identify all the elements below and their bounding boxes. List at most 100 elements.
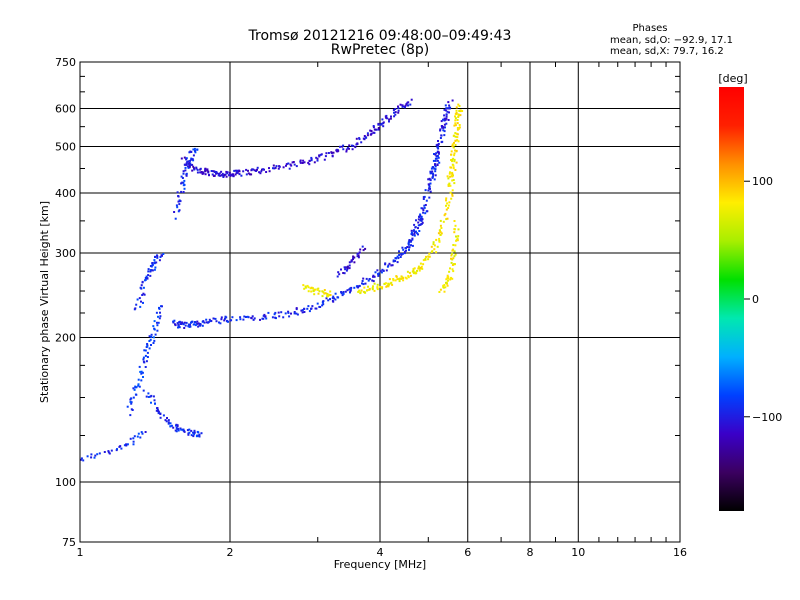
data-point xyxy=(325,297,328,300)
data-point xyxy=(364,247,367,250)
data-point xyxy=(454,224,457,227)
data-point xyxy=(140,370,143,373)
data-point xyxy=(139,436,142,439)
data-point xyxy=(407,242,410,245)
data-point xyxy=(407,101,410,104)
data-point xyxy=(141,432,144,435)
data-point xyxy=(144,354,147,357)
data-point xyxy=(394,111,397,114)
data-point xyxy=(274,316,277,319)
data-point xyxy=(145,395,148,398)
data-point xyxy=(436,164,439,166)
data-point xyxy=(417,227,419,230)
data-point xyxy=(153,268,156,271)
data-point xyxy=(161,305,163,308)
data-point xyxy=(406,270,409,273)
y-tick-label: 75 xyxy=(62,536,76,549)
data-point xyxy=(242,318,245,321)
data-point xyxy=(443,108,446,111)
data-point xyxy=(221,172,224,175)
data-point xyxy=(435,251,438,254)
data-point xyxy=(129,398,132,401)
data-point xyxy=(196,168,199,171)
data-point xyxy=(143,349,146,352)
data-point xyxy=(156,329,159,332)
data-point xyxy=(448,106,451,109)
data-point xyxy=(199,324,202,327)
data-point xyxy=(220,316,223,319)
data-point xyxy=(443,214,446,217)
data-point xyxy=(296,313,299,316)
data-point xyxy=(186,429,189,432)
data-point xyxy=(361,280,364,282)
data-point xyxy=(394,257,397,260)
data-point xyxy=(428,255,431,258)
data-point xyxy=(322,300,325,303)
data-point xyxy=(445,117,448,120)
data-point xyxy=(341,294,344,297)
data-point xyxy=(193,147,196,150)
data-point xyxy=(199,167,202,170)
data-point xyxy=(336,150,339,153)
data-point xyxy=(132,443,135,446)
data-point xyxy=(178,203,181,206)
y-tick-label: 100 xyxy=(55,476,76,489)
data-point xyxy=(184,324,187,327)
data-point xyxy=(214,171,216,173)
data-point xyxy=(443,117,446,120)
data-point xyxy=(442,129,445,132)
data-point xyxy=(132,396,135,399)
data-point xyxy=(455,112,458,114)
data-point xyxy=(277,311,280,314)
data-point xyxy=(154,402,156,405)
data-point xyxy=(434,157,437,160)
data-point xyxy=(289,163,292,166)
data-point xyxy=(379,285,382,288)
data-point xyxy=(196,148,199,151)
data-point xyxy=(447,184,450,187)
data-point xyxy=(407,243,410,246)
data-point xyxy=(188,431,191,434)
data-point xyxy=(446,175,449,178)
data-point xyxy=(449,184,452,187)
data-point xyxy=(388,262,391,265)
data-point xyxy=(148,347,151,350)
data-point xyxy=(434,153,437,156)
data-point xyxy=(193,433,196,436)
data-point xyxy=(211,173,214,176)
data-point xyxy=(252,318,255,321)
data-point xyxy=(431,170,434,173)
data-point xyxy=(288,315,291,318)
data-point xyxy=(452,164,455,167)
y-tick-label: 300 xyxy=(55,247,76,260)
data-point xyxy=(383,282,386,285)
data-point xyxy=(336,275,339,278)
data-point xyxy=(185,321,188,324)
data-point xyxy=(374,271,377,274)
data-point xyxy=(358,138,361,141)
data-point xyxy=(295,165,298,168)
data-point xyxy=(142,286,145,289)
data-point xyxy=(154,333,157,336)
data-point xyxy=(159,315,162,318)
data-point xyxy=(427,183,430,186)
data-point xyxy=(302,284,305,287)
data-point xyxy=(159,416,162,419)
data-point xyxy=(194,324,197,327)
data-point xyxy=(303,307,306,310)
data-point xyxy=(403,252,406,255)
data-point xyxy=(439,288,442,291)
data-point xyxy=(250,173,253,176)
data-point xyxy=(150,333,153,336)
data-point xyxy=(172,426,175,429)
data-point xyxy=(180,182,183,185)
data-point xyxy=(142,360,145,363)
data-point xyxy=(183,321,186,324)
data-point xyxy=(376,286,379,289)
data-point xyxy=(452,244,455,246)
data-point xyxy=(271,316,274,319)
data-point xyxy=(403,250,406,253)
data-point xyxy=(331,299,334,302)
data-point xyxy=(274,166,277,169)
data-point xyxy=(250,316,253,319)
